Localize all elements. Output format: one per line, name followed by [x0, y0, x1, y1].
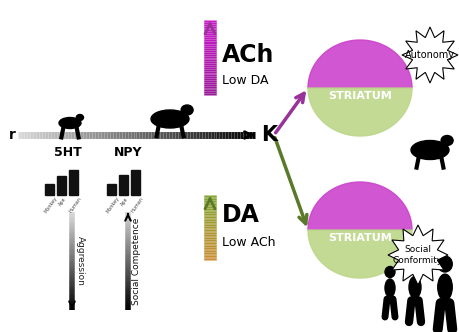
Ellipse shape: [181, 105, 193, 115]
Text: Social
Conformity: Social Conformity: [392, 245, 442, 265]
Bar: [57, 176, 67, 195]
Text: Human: Human: [67, 196, 82, 213]
Bar: [131, 170, 140, 195]
Text: DA: DA: [222, 203, 259, 227]
Ellipse shape: [59, 118, 81, 128]
Text: Aggression: Aggression: [76, 236, 85, 286]
Bar: [107, 184, 116, 195]
Text: ACh: ACh: [222, 43, 274, 67]
Text: Low ACh: Low ACh: [222, 235, 275, 248]
Ellipse shape: [408, 277, 420, 298]
Text: Low DA: Low DA: [222, 73, 268, 87]
Bar: [45, 184, 54, 195]
Text: NPY: NPY: [113, 146, 142, 159]
Polygon shape: [387, 225, 447, 285]
Ellipse shape: [408, 261, 420, 275]
Ellipse shape: [437, 256, 451, 272]
Ellipse shape: [151, 110, 189, 128]
Text: Ape: Ape: [58, 196, 67, 207]
Polygon shape: [308, 88, 411, 136]
Text: r: r: [9, 128, 16, 142]
Text: Autonomy: Autonomy: [404, 50, 454, 60]
Text: Monkey: Monkey: [105, 196, 120, 214]
Polygon shape: [308, 40, 411, 88]
Ellipse shape: [384, 279, 394, 297]
Polygon shape: [308, 182, 411, 230]
Text: Social Competence: Social Competence: [132, 217, 141, 305]
Text: 5HT: 5HT: [54, 146, 82, 159]
Ellipse shape: [440, 135, 452, 145]
Polygon shape: [401, 27, 457, 83]
Ellipse shape: [410, 140, 448, 159]
Ellipse shape: [76, 115, 84, 121]
Text: Ape: Ape: [120, 196, 129, 207]
Bar: [119, 175, 128, 195]
Polygon shape: [308, 230, 411, 278]
Text: K: K: [260, 125, 276, 145]
Text: STRIATUM: STRIATUM: [327, 233, 391, 243]
Ellipse shape: [437, 274, 451, 300]
Ellipse shape: [384, 267, 394, 278]
Text: STRIATUM: STRIATUM: [327, 91, 391, 101]
Bar: [69, 170, 78, 195]
Text: Human: Human: [129, 196, 144, 213]
Text: Monkey: Monkey: [44, 196, 58, 214]
